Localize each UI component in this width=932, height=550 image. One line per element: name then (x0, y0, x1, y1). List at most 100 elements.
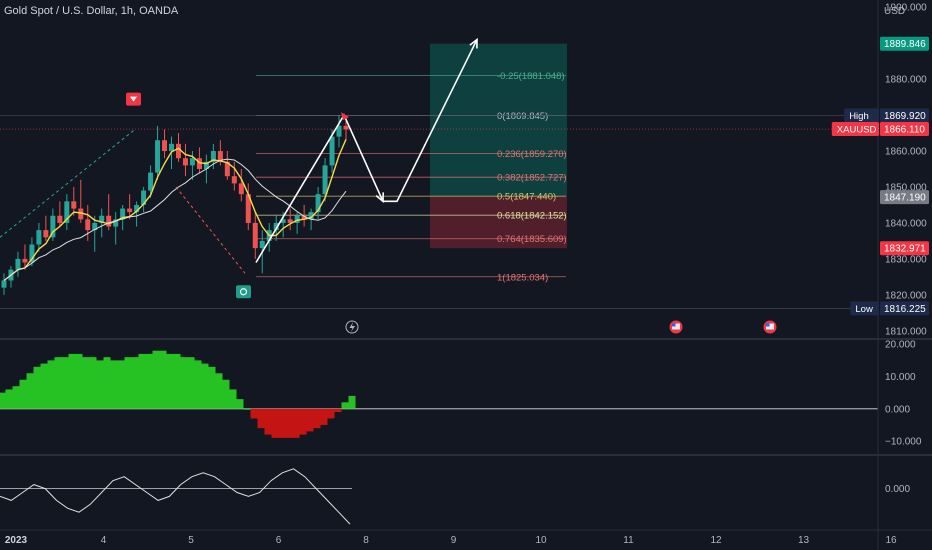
candle-body (336, 125, 342, 137)
histogram-bar (229, 389, 237, 409)
price-tick-label: 1810.000 (885, 326, 927, 337)
candle-body (15, 258, 21, 270)
histogram-bar (264, 408, 272, 435)
price-label-box (880, 190, 929, 205)
candle (322, 158, 328, 202)
histogram-bar (75, 353, 83, 409)
price-panel[interactable]: -0.25(1881.048) 0(1869.845) 0.236(1859.270… (0, 37, 878, 334)
candle-body (182, 158, 188, 166)
buy-signal-badge (236, 285, 251, 299)
candle (175, 133, 181, 162)
candle (196, 147, 202, 173)
candle-body (43, 230, 49, 238)
us-flag-icon (766, 323, 774, 330)
histogram-bar (19, 379, 27, 409)
price-tick-label: 1860.000 (885, 147, 927, 158)
histogram-bar (278, 408, 286, 438)
us-flag-icon (672, 323, 680, 330)
us-flag-event-icon (763, 320, 777, 334)
candle-body (50, 215, 56, 238)
price-label-value: 1847.190 (884, 193, 926, 204)
candle-body (85, 219, 91, 231)
price-tag-box (844, 108, 879, 123)
histogram-bar (89, 357, 97, 409)
candle-body (71, 201, 77, 209)
time-tick-label: 11 (623, 535, 634, 546)
histogram-bar (47, 360, 55, 409)
currency-label: USD (884, 6, 905, 17)
fib-level-label: 1(1825.034) (497, 272, 548, 283)
histogram-bar (124, 357, 132, 409)
price-tick-label: 1880.000 (885, 75, 927, 86)
projection-arrowhead-up (469, 37, 478, 49)
candle-body (106, 215, 112, 227)
candle-body (287, 219, 293, 223)
lightning-icon (349, 322, 355, 332)
price-label-value: 1866.110 (884, 125, 925, 136)
candle-body (78, 208, 84, 220)
price-label-value: 1889.846 (884, 39, 926, 50)
candle (99, 208, 105, 238)
histogram-bar (110, 360, 118, 409)
histogram-bar (61, 357, 69, 409)
candle-body (273, 222, 279, 231)
candle (15, 251, 21, 277)
candle (287, 208, 293, 231)
histogram-bar (33, 366, 41, 409)
histogram-tick-label: −10.000 (885, 437, 922, 448)
candle (78, 179, 84, 223)
fib-level-label: 0.618(1842.152) (497, 211, 567, 222)
candle (85, 204, 91, 241)
fast-moving-average (3, 139, 347, 282)
candle-body (217, 151, 223, 162)
histogram-bar (201, 363, 209, 409)
histogram-tick-label: 20.000 (885, 340, 916, 351)
buy-signal-icon (236, 285, 251, 299)
histogram-panel[interactable]: 20.000 10.000 0.000 −10.000 (0, 340, 922, 448)
candle (315, 186, 321, 220)
candle (22, 244, 28, 270)
histogram-bar (138, 353, 146, 409)
candle-body (238, 183, 244, 195)
candle (231, 161, 237, 191)
price-label-box (880, 241, 929, 256)
candle-body (308, 212, 314, 220)
histogram-bar (313, 408, 321, 429)
price-label-tagged: 1869.920 High (844, 108, 929, 123)
histogram-bar (243, 408, 251, 410)
candle-body (294, 215, 300, 223)
candle-body (148, 172, 154, 191)
histogram-bar (250, 408, 258, 419)
price-tick-label: 1830.000 (885, 254, 927, 265)
candle (29, 237, 35, 267)
histogram-bar (5, 389, 13, 409)
position-stop-zone (430, 196, 567, 249)
candle-body (99, 215, 105, 223)
candle (127, 194, 133, 220)
candle-body (36, 230, 42, 245)
price-tag-label: High (849, 111, 869, 122)
histogram-bar (292, 408, 300, 438)
histogram-tick-label: 0.000 (885, 404, 910, 415)
candle-body (252, 222, 258, 249)
price-label-box (880, 301, 929, 316)
slow-moving-average (3, 158, 347, 281)
candle-body (329, 136, 335, 166)
time-axis[interactable]: 2023 4 5 6 8 9 10 11 12 13 16 (5, 535, 897, 546)
histogram-bar (334, 408, 342, 413)
fib-level-label: 0.236(1859.270) (497, 149, 567, 160)
candle-body (245, 194, 251, 223)
histogram-bar (96, 360, 104, 409)
lightning-event-icon (345, 320, 359, 334)
candle-body (203, 161, 209, 169)
candle (238, 169, 244, 202)
line-oscillator-panel[interactable]: 0.000 (0, 468, 910, 525)
candle-body (113, 219, 119, 227)
candle-body (127, 208, 133, 213)
price-tag-box (850, 301, 879, 316)
price-tick-label: 1820.000 (885, 290, 927, 301)
histogram-bar (68, 353, 76, 409)
candle (71, 186, 77, 216)
